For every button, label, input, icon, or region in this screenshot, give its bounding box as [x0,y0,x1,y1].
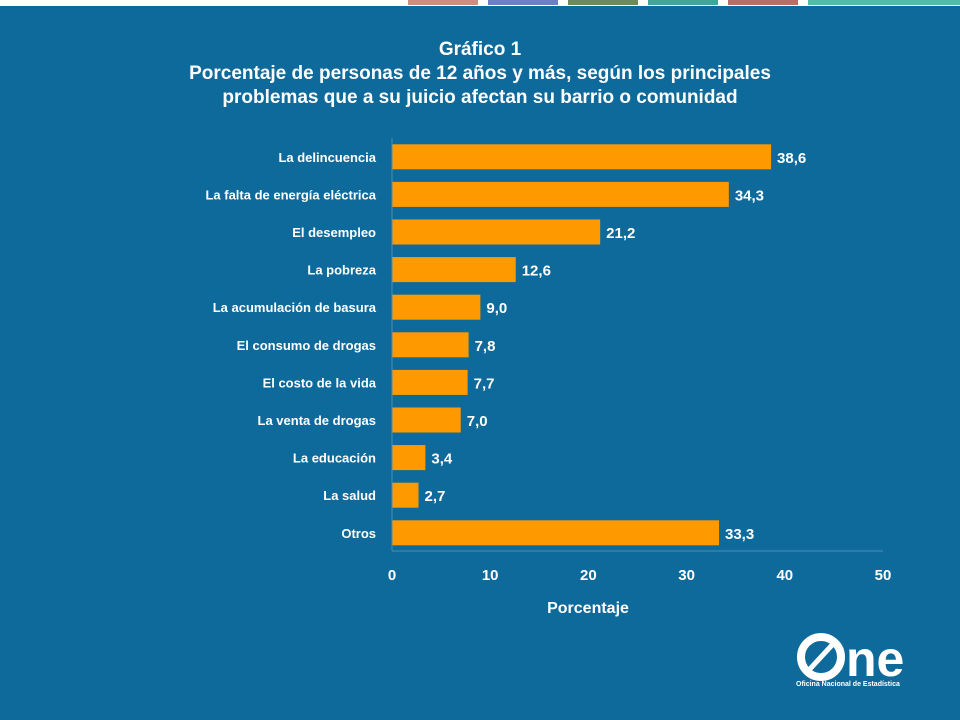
header-color-tab [408,0,478,5]
value-label: 2,7 [425,488,446,505]
one-logo-icon: ne [797,631,904,687]
category-label: El costo de la vida [263,375,377,390]
value-label: 7,8 [475,338,496,355]
bar [392,445,426,471]
bar [392,369,468,395]
category-label: Otros [341,526,376,541]
category-label: La venta de drogas [258,413,376,428]
value-label: 9,0 [486,300,507,317]
category-label: La pobreza [307,263,376,278]
bar [392,482,419,508]
category-label: La educación [293,451,376,466]
value-label: 7,7 [474,375,495,392]
value-label: 3,4 [431,451,453,468]
top-strip [0,0,960,6]
chart-title-line1: Gráfico 1 [438,39,522,60]
bar [392,332,469,358]
chart-title-line3: problemas que a su juicio afectan su bar… [222,87,738,108]
bar [392,294,481,320]
logo-caption: Oficina Nacional de Estadística [796,681,900,688]
x-tick-label: 20 [580,567,597,584]
category-label: La salud [323,488,376,503]
header-color-tab [568,0,638,5]
x-tick-label: 50 [875,567,892,584]
value-label: 7,0 [467,413,488,430]
x-tick-label: 30 [678,567,695,584]
category-label: La acumulación de basura [213,300,377,315]
x-tick-label: 10 [482,567,499,584]
category-label: El desempleo [292,225,376,240]
category-label: La delincuencia [278,150,376,165]
x-axis-title: Porcentaje [547,600,629,617]
category-label: El consumo de drogas [237,338,376,353]
bar [392,257,516,283]
value-label: 33,3 [725,526,754,543]
chart-title-line2: Porcentaje de personas de 12 años y más,… [189,63,771,84]
category-label: La falta de energía eléctrica [205,187,376,202]
header-color-tab [488,0,558,5]
header-color-tab [728,0,798,5]
header-color-tab [808,0,960,5]
bar [392,181,729,207]
logo-wordmark: ne [846,631,904,687]
bar [392,144,772,170]
bar [392,407,461,433]
x-tick-label: 40 [776,567,793,584]
bar [392,219,601,245]
bar [392,520,720,546]
x-tick-label: 0 [388,567,396,584]
value-label: 12,6 [522,263,551,280]
value-label: 21,2 [606,225,635,242]
value-label: 34,3 [735,187,764,204]
chart-title: Gráfico 1 Porcentaje de personas de 12 a… [0,38,960,110]
value-label: 38,6 [777,150,806,167]
header-color-tab [648,0,718,5]
